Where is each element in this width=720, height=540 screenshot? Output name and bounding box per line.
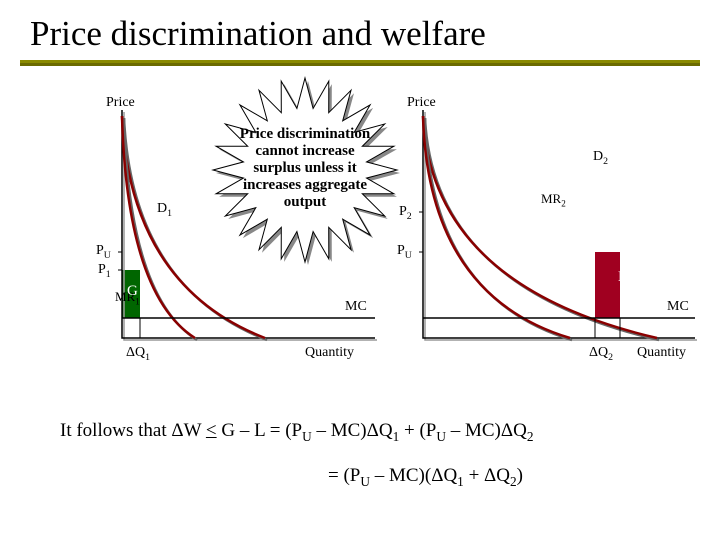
slide: Price discrimination and welfare Price D… xyxy=(0,0,720,540)
starburst-line: output xyxy=(207,194,403,211)
chart1-p1-label: P1 xyxy=(98,263,111,280)
equation-line-2: = (PU – MC)(ΔQ1 + ΔQ2) xyxy=(328,465,523,490)
chart2-dq-label: ΔQ2 xyxy=(589,346,613,363)
chart1-g-label: G xyxy=(127,284,138,299)
chart2-mr-label: MR2 xyxy=(541,192,566,209)
slide-title: Price discrimination and welfare xyxy=(30,14,486,54)
starburst-callout: Price discriminationcannot increasesurpl… xyxy=(207,72,403,268)
chart1-pu-label: PU xyxy=(96,244,111,261)
chart1-xaxis-label: Quantity xyxy=(305,346,354,360)
chart1-yaxis-label: Price xyxy=(106,96,135,110)
chart1-dq-label: ΔQ1 xyxy=(126,346,150,363)
starburst-line: increases aggregate xyxy=(207,177,403,194)
chart2-l-label: L xyxy=(618,270,627,285)
chart2-d-label: D2 xyxy=(593,150,608,167)
title-underline xyxy=(20,60,700,66)
chart2-yaxis-label: Price xyxy=(407,96,436,110)
starburst-line: cannot increase xyxy=(207,143,403,160)
chart1-d-label: D1 xyxy=(157,202,172,219)
chart1-mc-label: MC xyxy=(345,300,367,314)
chart-right xyxy=(395,100,700,375)
equation-line-1: It follows that ΔW < G – L = (PU – MC)ΔQ… xyxy=(60,420,534,445)
starburst-line: surplus unless it xyxy=(207,160,403,177)
chart2-xaxis-label: Quantity xyxy=(637,346,686,360)
starburst-text: Price discriminationcannot increasesurpl… xyxy=(207,126,403,211)
starburst-line: Price discrimination xyxy=(207,126,403,143)
chart2-mc-label: MC xyxy=(667,300,689,314)
